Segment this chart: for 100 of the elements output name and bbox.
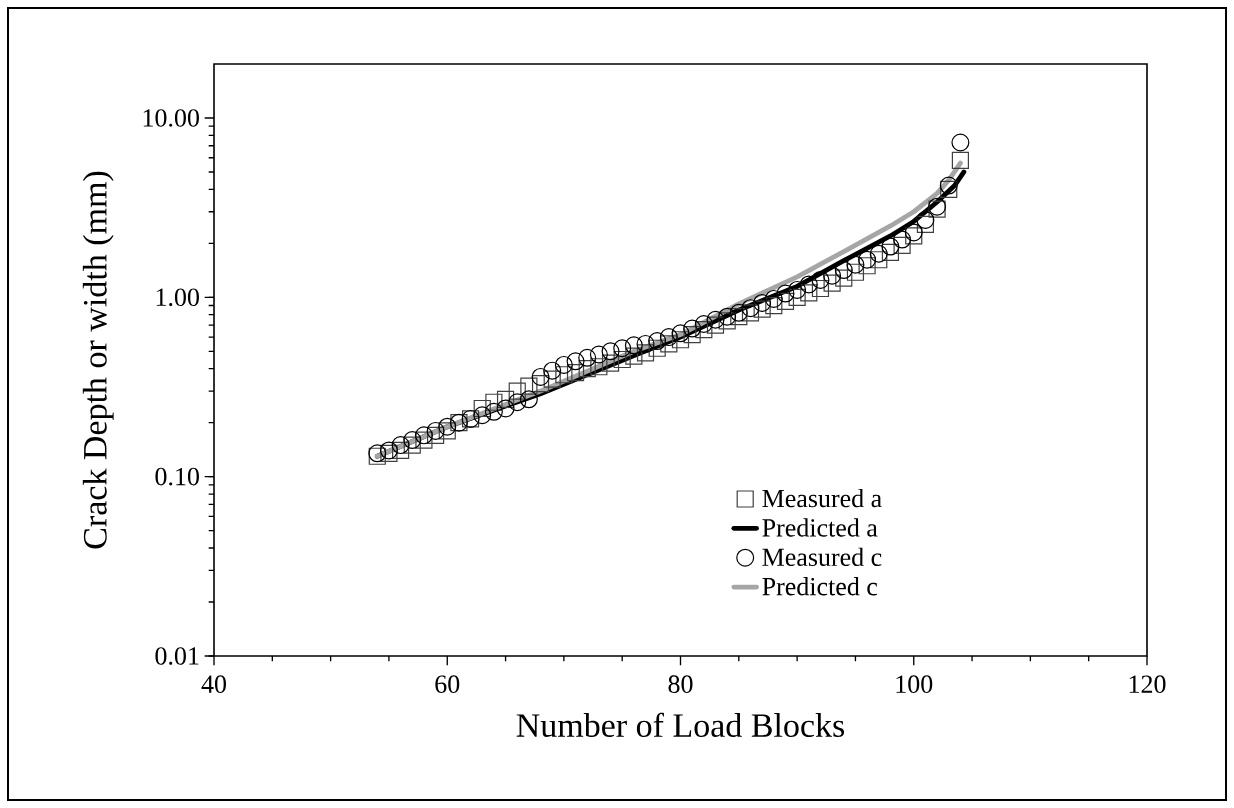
x-tick-label: 60 <box>435 675 460 693</box>
point <box>659 328 678 347</box>
legend-label: Predicted a <box>762 518 878 537</box>
y-axis-title: Crack Depth or width (mm) <box>82 171 114 549</box>
point <box>729 303 748 322</box>
point <box>403 436 421 454</box>
point <box>520 377 538 395</box>
point <box>695 321 713 339</box>
point <box>893 236 911 254</box>
point <box>496 399 515 418</box>
point <box>811 279 830 298</box>
point <box>519 390 538 409</box>
point <box>648 339 666 357</box>
point <box>835 269 853 287</box>
point <box>823 274 841 292</box>
legend-label: Measured c <box>762 547 882 566</box>
point <box>869 244 888 263</box>
point <box>683 319 702 338</box>
point <box>706 310 725 329</box>
point <box>555 366 573 384</box>
point <box>881 243 900 262</box>
point <box>800 284 818 302</box>
point <box>776 292 795 310</box>
point <box>858 257 876 275</box>
point <box>870 251 888 269</box>
point <box>415 431 433 449</box>
point <box>951 151 969 170</box>
point <box>601 342 620 361</box>
point <box>753 300 771 318</box>
point <box>625 347 643 365</box>
y-tick-label: 10.00 <box>143 109 199 127</box>
point <box>788 288 806 306</box>
point <box>496 390 515 408</box>
y-tick-label: 0.01 <box>155 647 199 665</box>
point <box>578 348 597 367</box>
point <box>811 270 830 289</box>
point <box>741 299 760 318</box>
point <box>834 261 853 280</box>
point <box>893 230 912 249</box>
point <box>846 263 865 281</box>
point <box>403 431 422 450</box>
point <box>566 352 585 371</box>
point <box>905 227 923 245</box>
point <box>904 223 923 242</box>
x-tick-label: 100 <box>896 675 933 693</box>
point <box>718 312 736 330</box>
point <box>916 210 935 229</box>
point <box>683 325 701 344</box>
point <box>671 324 690 343</box>
point <box>531 375 550 393</box>
point <box>671 331 690 349</box>
x-tick-label: 40 <box>201 675 227 693</box>
point <box>438 422 456 440</box>
point <box>764 289 783 308</box>
point <box>613 350 631 369</box>
point <box>613 339 632 358</box>
legend-label: Measured a <box>762 488 882 508</box>
point <box>508 393 527 412</box>
point <box>473 399 491 418</box>
point <box>951 133 970 152</box>
point <box>881 237 900 256</box>
point <box>636 344 655 362</box>
point <box>590 358 608 376</box>
point <box>554 355 573 374</box>
point <box>706 316 725 334</box>
point <box>788 280 807 299</box>
y-tick-label: 0.10 <box>155 467 199 486</box>
point <box>414 426 433 445</box>
point <box>485 393 503 411</box>
y-tick-label: 1.00 <box>156 288 199 307</box>
point <box>939 176 958 195</box>
point <box>589 345 608 364</box>
point <box>624 336 643 355</box>
point <box>473 406 492 425</box>
point <box>438 417 457 436</box>
x-tick-label: 80 <box>668 675 693 693</box>
point <box>765 296 783 315</box>
x-tick-label: 120 <box>1129 675 1166 693</box>
point <box>718 307 737 326</box>
legend-label: Predicted c <box>762 577 878 596</box>
point <box>566 364 585 382</box>
point <box>543 361 562 380</box>
point <box>508 382 526 400</box>
point <box>484 402 503 421</box>
point <box>531 367 550 386</box>
point <box>648 332 667 351</box>
point <box>823 266 842 285</box>
point <box>846 255 865 274</box>
point <box>660 335 678 353</box>
point <box>753 293 772 312</box>
point <box>776 284 795 303</box>
x-axis-title: Number of Load Blocks <box>516 712 845 738</box>
point <box>391 436 410 455</box>
point <box>636 334 655 353</box>
point <box>858 250 877 269</box>
point <box>601 354 620 372</box>
point <box>426 421 445 440</box>
point <box>578 360 596 378</box>
point <box>799 275 818 294</box>
point <box>694 315 713 334</box>
